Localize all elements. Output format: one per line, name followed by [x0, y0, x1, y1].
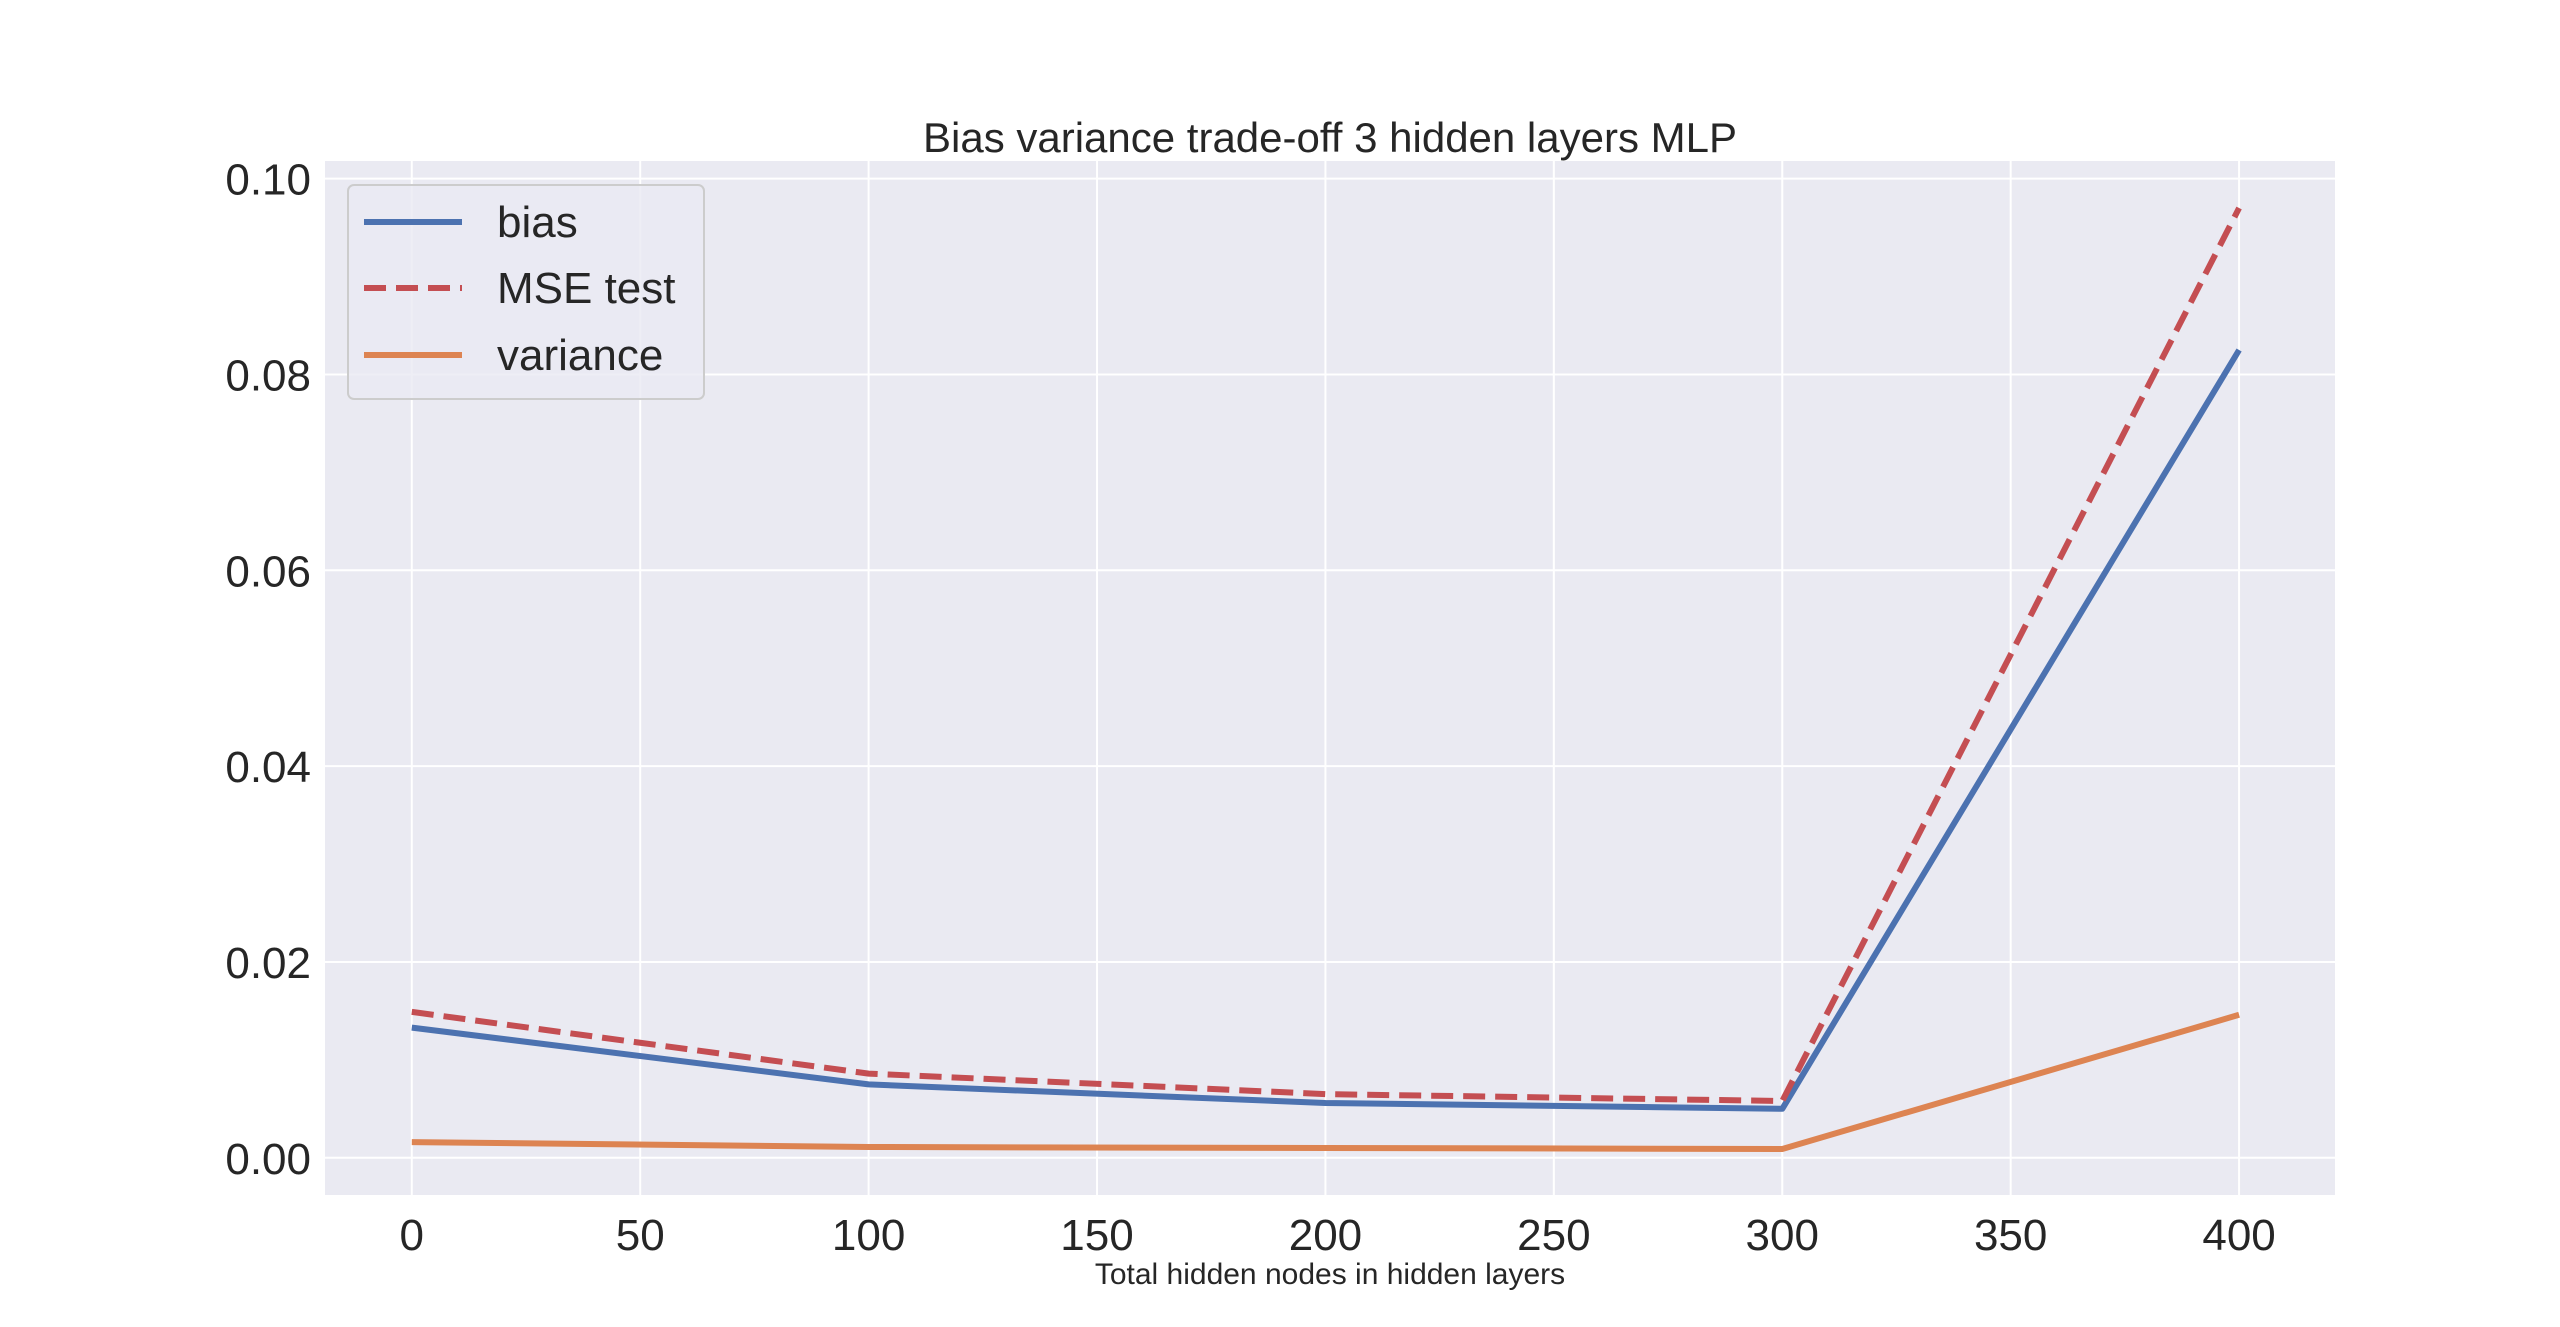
x-axis-label: Total hidden nodes in hidden layers — [1095, 1258, 1565, 1291]
legend-label-mse-test: MSE test — [497, 264, 676, 313]
y-tick-label: 0.08 — [225, 351, 311, 400]
y-tick-labels: 0.00 0.02 0.04 0.06 0.08 0.10 — [225, 156, 311, 1184]
legend: bias MSE test variance — [347, 184, 705, 400]
x-tick-label: 350 — [1974, 1211, 2047, 1260]
grid-lines — [325, 161, 2335, 1195]
y-tick-label: 0.04 — [225, 743, 311, 792]
x-tick-label: 400 — [2202, 1211, 2275, 1260]
chart-title: Bias variance trade-off 3 hidden layers … — [923, 114, 1737, 161]
legend-label-variance: variance — [497, 331, 663, 380]
x-tick-label: 250 — [1517, 1211, 1590, 1260]
x-tick-label: 150 — [1060, 1211, 1133, 1260]
x-tick-label: 300 — [1746, 1211, 1819, 1260]
y-tick-label: 0.00 — [225, 1135, 311, 1184]
x-tick-label: 0 — [400, 1211, 424, 1260]
x-tick-label: 50 — [616, 1211, 665, 1260]
legend-label-bias: bias — [497, 198, 578, 247]
y-tick-label: 0.10 — [225, 156, 311, 205]
x-tick-labels: 0 50 100 150 200 250 300 350 400 — [400, 1211, 2276, 1260]
y-tick-label: 0.02 — [225, 939, 311, 988]
series-line-bias — [411, 348, 2242, 1112]
y-tick-label: 0.06 — [225, 547, 311, 596]
x-tick-label: 100 — [832, 1211, 905, 1260]
x-tick-label: 200 — [1289, 1211, 1362, 1260]
legend-entries: bias MSE test variance — [364, 198, 676, 380]
series-lines — [411, 206, 2242, 1152]
series-line-variance — [411, 1011, 2240, 1152]
series-line-mse-test — [411, 206, 2242, 1104]
legend-box — [347, 184, 705, 400]
